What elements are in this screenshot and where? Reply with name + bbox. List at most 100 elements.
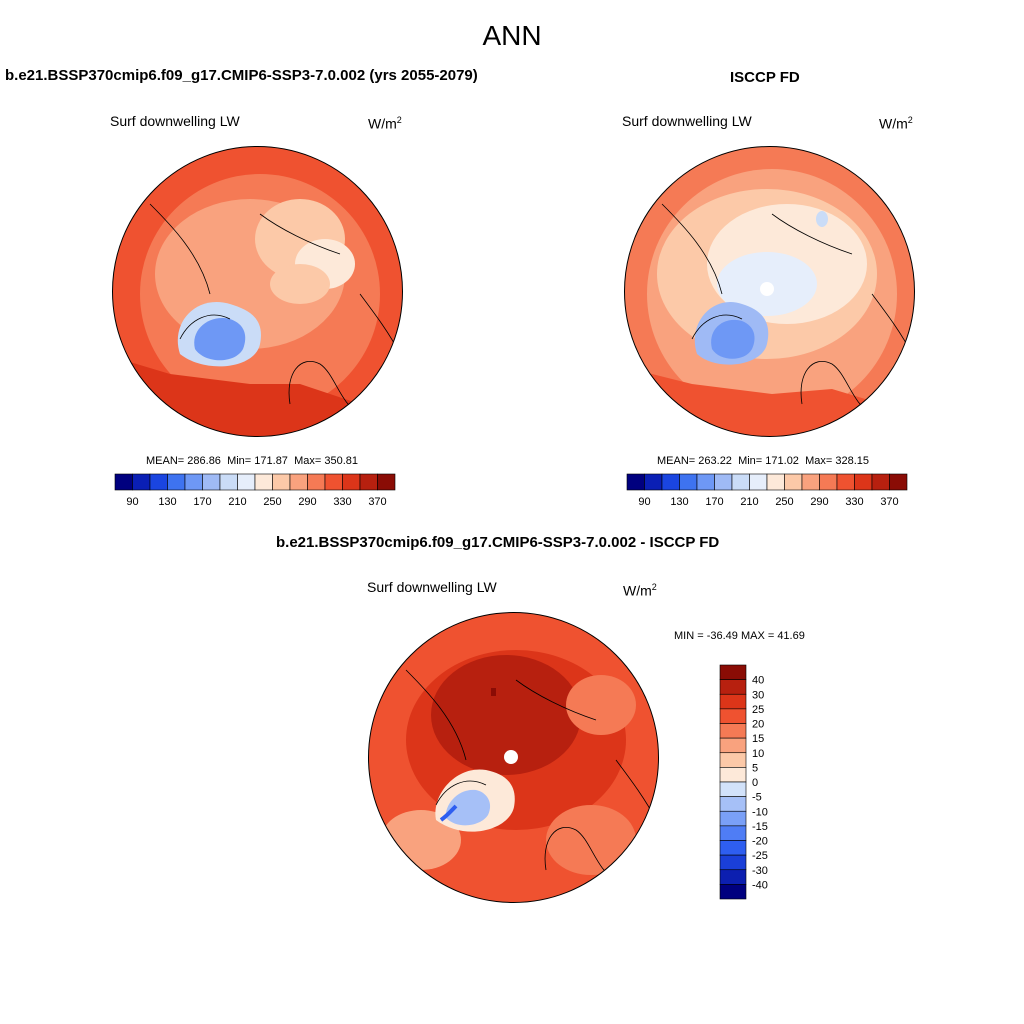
diff-colorbar: 40 30 25 20 15 10 5 0 -5 -10 -15 -20 -25 -30 -40 [719, 664, 768, 900]
diff-colorbar-tick-label: -20 [752, 836, 768, 848]
model-colorbar-swatch [202, 473, 221, 491]
model-colorbar-swatch [219, 473, 238, 491]
obs-variable-label: Surf downwelling LW [622, 113, 752, 129]
diff-coastlines [405, 669, 657, 881]
diff-colorbar-tick-label: -25 [752, 850, 768, 862]
diff-colorbar-swatch [719, 854, 747, 871]
model-colorbar-tick-label: 170 [193, 496, 211, 508]
model-colorbar-swatch [132, 473, 151, 491]
obs-colorbar-swatch [871, 473, 890, 491]
obs-pole-hole [760, 282, 774, 296]
model-colorbar-swatch [377, 473, 396, 491]
obs-colorbar-swatch [819, 473, 838, 491]
model-colorbar-tick-label: 210 [228, 496, 246, 508]
model-colorbar-swatch [167, 473, 186, 491]
diff-colorbar-tick-label: -10 [752, 806, 768, 818]
diff-colorbar-tick-label: -30 [752, 865, 768, 877]
diff-colorbar-swatch [719, 796, 747, 812]
model-colorbar: 90 130 170 210 250 290 330 370 [114, 473, 396, 508]
diff-colorbar-swatch [719, 781, 747, 797]
diff-stats: MIN = -36.49 MAX = 41.69 [674, 630, 805, 642]
diff-colorbar-swatch [719, 664, 747, 680]
obs-colorbar-swatch [696, 473, 715, 491]
diff-colorbar-swatch [719, 840, 747, 856]
obs-polar-map [624, 146, 915, 437]
diff-colorbar-swatch [719, 693, 747, 710]
model-colorbar-swatch [114, 473, 133, 491]
obs-colorbar-swatch [749, 473, 768, 491]
model-colorbar-tick-label: 290 [298, 496, 316, 508]
obs-colorbar-swatch [714, 473, 733, 491]
obs-colorbar-swatch [661, 473, 680, 491]
model-central-arctic [270, 264, 330, 304]
diff-greenland-cold-streak [439, 804, 458, 822]
diff-strongest-region [431, 655, 581, 775]
obs-colorbar-swatch [644, 473, 663, 491]
model-colorbar-tick-label: 130 [158, 496, 176, 508]
obs-colorbar-swatch [836, 473, 855, 491]
diff-pole-hole [504, 750, 518, 764]
obs-colorbar-tick-label: 170 [705, 496, 723, 508]
obs-colorbar: 90 130 170 210 250 290 330 370 [626, 473, 908, 508]
diff-colorbar-swatch [719, 752, 747, 768]
obs-colorbar-swatch [731, 473, 750, 491]
diff-colorbar-swatch [719, 737, 747, 754]
obs-colorbar-tick-label: 210 [740, 496, 758, 508]
diff-colorbar-tick-label: -15 [752, 821, 768, 833]
obs-colorbar-swatch [889, 473, 908, 491]
obs-colorbar-tick-label: 130 [670, 496, 688, 508]
model-colorbar-swatch [272, 473, 291, 491]
model-units-label: W/m2 [368, 115, 402, 132]
diff-colorbar-tick-label: -40 [752, 879, 768, 891]
model-variable-label: Surf downwelling LW [110, 113, 240, 129]
obs-colorbar-tick-label: 330 [845, 496, 863, 508]
model-greenland-inner [194, 318, 246, 361]
diff-colorbar-tick-label: 10 [752, 748, 764, 760]
obs-colorbar-swatch [854, 473, 873, 491]
obs-stats: MEAN= 263.22 Min= 171.02 Max= 328.15 [657, 455, 869, 467]
obs-colorbar-tick-label: 290 [810, 496, 828, 508]
diff-map-border [368, 612, 659, 903]
diff-units-label: W/m2 [623, 582, 657, 599]
model-colorbar-tick-label: 90 [126, 496, 138, 508]
diff-colorbar-tick-label: 20 [752, 719, 764, 731]
model-colorbar-swatch [359, 473, 378, 491]
diff-colorbar-tick-label: 15 [752, 733, 764, 745]
model-colorbar-swatch [149, 473, 168, 491]
obs-colorbar-tick-label: 250 [775, 496, 793, 508]
diff-colorbar-tick-label: 0 [752, 777, 758, 789]
diff-southeast-patch [546, 805, 636, 875]
obs-colorbar-swatch [679, 473, 698, 491]
model-colorbar-tick-label: 330 [333, 496, 351, 508]
diff-colorbar-swatch [719, 767, 747, 783]
diff-colorbar-swatch [719, 869, 747, 885]
model-polar-map [112, 146, 403, 437]
obs-colorbar-tick-label: 370 [880, 496, 898, 508]
obs-colorbar-tick-label: 90 [638, 496, 650, 508]
diff-colorbar-swatch [719, 708, 747, 724]
diff-colorbar-tick-label: 40 [752, 675, 764, 687]
figure-title: ANN [482, 20, 542, 51]
obs-colorbar-swatch [626, 473, 645, 491]
diff-colorbar-swatch [719, 679, 747, 695]
model-colorbar-swatch [237, 473, 256, 491]
diff-colorbar-swatch [719, 884, 747, 900]
diff-colorbar-tick-label: -5 [752, 792, 762, 804]
obs-colorbar-swatch [766, 473, 785, 491]
diff-panel-title: b.e21.BSSP370cmip6.f09_g17.CMIP6-SSP3-7.… [276, 534, 720, 551]
model-coastlines [149, 203, 401, 415]
diff-polar-map [368, 612, 659, 903]
diff-east-patch [566, 675, 636, 735]
diff-colorbar-swatch [719, 810, 747, 827]
model-stats: MEAN= 286.86 Min= 171.87 Max= 350.81 [146, 455, 358, 467]
model-colorbar-swatch [254, 473, 273, 491]
model-colorbar-tick-label: 250 [263, 496, 281, 508]
obs-small-cold-patch [816, 211, 828, 227]
diff-variable-label: Surf downwelling LW [367, 579, 497, 595]
model-colorbar-swatch [342, 473, 361, 491]
model-panel-title: b.e21.BSSP370cmip6.f09_g17.CMIP6-SSP3-7.… [5, 67, 478, 84]
diff-colorbar-tick-label: 30 [752, 689, 764, 701]
obs-greenland-inner [711, 319, 755, 359]
model-colorbar-swatch [289, 473, 308, 491]
diff-greenland-inner [445, 789, 491, 826]
